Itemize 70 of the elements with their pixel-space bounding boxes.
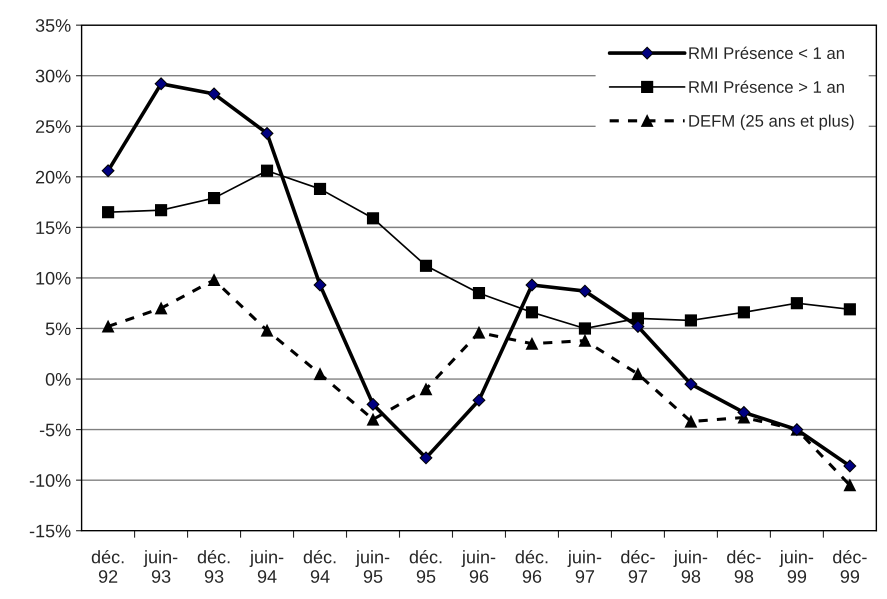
point	[420, 260, 432, 272]
point	[578, 334, 592, 347]
point	[102, 320, 114, 333]
point	[578, 284, 592, 298]
point	[366, 212, 380, 224]
point	[790, 297, 803, 310]
point	[843, 460, 856, 472]
point	[366, 413, 380, 426]
point	[684, 378, 698, 391]
point	[738, 306, 750, 318]
y-tick-label: 20%	[36, 170, 71, 184]
legend-label: DEFM (25 ans et plus)	[689, 114, 854, 130]
x-tick-label: déc. 95	[410, 550, 442, 583]
point	[314, 368, 326, 380]
x-tick-label: juin- 95	[356, 550, 390, 583]
legend-label: RMI Présence < 1 an	[689, 46, 844, 60]
point	[526, 306, 538, 318]
point	[578, 322, 592, 335]
point	[684, 415, 697, 428]
y-tick-label: 10%	[36, 272, 71, 285]
point	[155, 204, 168, 216]
point	[526, 338, 538, 350]
point	[208, 192, 220, 204]
x-tick-label: juin- 96	[461, 550, 496, 583]
point	[155, 302, 168, 314]
point	[260, 126, 274, 140]
point	[208, 88, 220, 100]
y-tick-label: -10%	[30, 474, 71, 487]
y-tick-label: 25%	[36, 120, 71, 133]
y-tick-label: 35%	[36, 19, 71, 32]
point	[526, 278, 538, 292]
point	[472, 287, 486, 300]
x-tick-label: déc- 97	[621, 550, 655, 583]
x-tick-label: juin- 98	[673, 550, 708, 583]
x-tick-label: déc. 94	[304, 550, 336, 583]
point	[366, 398, 380, 411]
x-tick-label: déc- 99	[833, 550, 867, 583]
point	[472, 394, 486, 407]
point	[102, 206, 114, 218]
point	[472, 326, 486, 339]
y-tick-label: -5%	[40, 424, 71, 436]
point	[314, 182, 326, 196]
x-tick-label: juin- 97	[567, 550, 602, 583]
point	[632, 320, 644, 333]
y-tick-label: 5%	[46, 322, 71, 336]
point	[208, 274, 220, 286]
legend-label: RMI Présence > 1 an	[689, 80, 844, 93]
y-tick-label: 0%	[46, 372, 71, 386]
x-tick-label: juin- 94	[250, 550, 284, 583]
y-tick-label: 30%	[36, 70, 71, 82]
point	[260, 324, 274, 337]
point	[260, 164, 274, 177]
x-tick-label: déc- 98	[727, 550, 761, 583]
point	[420, 452, 432, 464]
y-tick-label: -15%	[30, 524, 71, 538]
x-tick-label: déc. 93	[198, 550, 230, 583]
x-tick-label: déc. 96	[516, 550, 548, 583]
point	[102, 164, 115, 178]
point	[314, 278, 326, 292]
x-tick-label: juin- 99	[779, 550, 814, 583]
point	[684, 314, 697, 326]
y-tick-label: 15%	[36, 221, 71, 234]
point	[154, 77, 168, 90]
x-tick-label: juin- 93	[144, 550, 178, 583]
point	[420, 383, 432, 396]
point	[737, 406, 750, 419]
point	[844, 479, 856, 492]
point	[844, 303, 856, 316]
x-tick-label: déc. 92	[92, 550, 124, 583]
point	[632, 368, 644, 380]
